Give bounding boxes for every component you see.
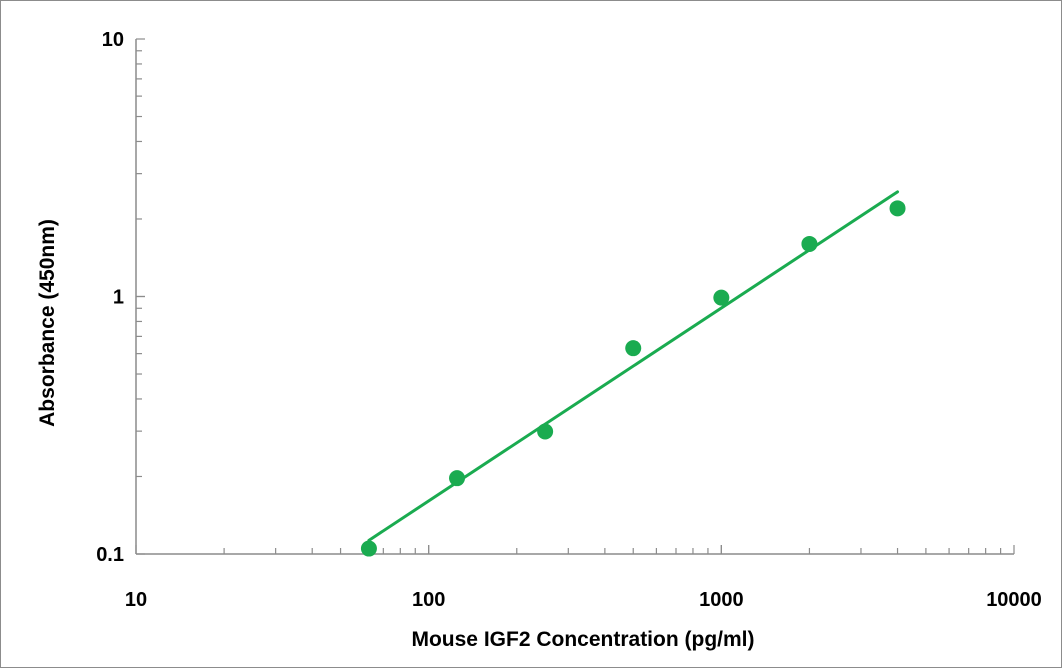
tick-marks-group (135, 38, 1015, 555)
x-tick-label: 10000 (986, 589, 1042, 611)
tick-labels-group: 10 100 1000 10000 0.1 1 10 (96, 29, 1042, 611)
data-point (625, 340, 642, 357)
data-point (360, 540, 377, 557)
y-tick-label: 0.1 (96, 544, 124, 566)
data-point (889, 200, 906, 217)
y-axis-title: Absorbance (450nm) (36, 219, 59, 427)
data-point (713, 289, 730, 306)
x-tick-label: 100 (412, 589, 445, 611)
trendline-group (367, 190, 900, 542)
data-point (537, 423, 554, 440)
y-tick-label: 1 (113, 287, 124, 309)
data-point (449, 470, 466, 487)
y-tick-label: 10 (102, 29, 124, 51)
x-tick-label: 10 (125, 589, 147, 611)
trendline (367, 190, 900, 542)
axes-group (135, 39, 1014, 555)
data-points-group (360, 200, 906, 557)
x-tick-label: 1000 (699, 589, 744, 611)
data-point (801, 235, 818, 252)
x-axis-title: Mouse IGF2 Concentration (pg/ml) (411, 628, 754, 651)
